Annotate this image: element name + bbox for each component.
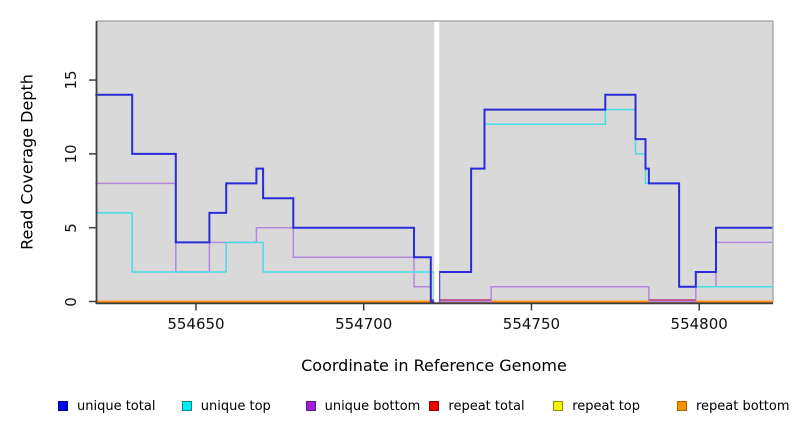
y-tick-label: 15 — [62, 70, 80, 90]
legend-swatch-unique-bottom — [305, 401, 316, 411]
legend: unique total unique top unique bottom repea… — [0, 398, 792, 418]
series-line-unique-total — [95, 93, 773, 303]
legend-swatch-repeat-bottom — [677, 401, 687, 411]
legend-label: repeat top — [572, 398, 640, 414]
x-tick-label: 554750 — [502, 315, 561, 333]
legend-swatch-repeat-total — [429, 401, 440, 411]
legend-label: unique total — [77, 398, 156, 414]
x-tick-label: 554650 — [167, 315, 225, 333]
legend-item-unique-total: unique total — [58, 398, 155, 414]
legend-label: repeat total — [448, 398, 525, 414]
legend-item-unique-bottom: unique bottom — [305, 398, 421, 414]
legend-item-repeat-total: repeat total — [429, 398, 525, 414]
y-tick-label: 10 — [62, 144, 80, 164]
x-axis-title: Coordinate in Reference Genome — [301, 356, 567, 375]
legend-item-unique-top: unique top — [181, 398, 271, 414]
legend-label: repeat bottom — [696, 398, 790, 414]
x-tick-label: 554700 — [335, 315, 393, 333]
legend-swatch-repeat-top — [553, 401, 564, 411]
y-tick-label: 5 — [62, 222, 80, 233]
legend-swatch-unique-total — [58, 401, 68, 411]
legend-label: unique bottom — [324, 398, 421, 414]
legend-item-repeat-bottom: repeat bottom — [677, 398, 790, 414]
no-data-gap-band — [434, 21, 440, 303]
y-axis-title: Read Coverage Depth — [17, 74, 37, 250]
legend-item-repeat-top: repeat top — [553, 398, 640, 414]
x-tick-label: 554800 — [670, 315, 728, 333]
legend-label: unique top — [200, 398, 271, 414]
legend-swatch-unique-top — [181, 401, 192, 411]
y-tick-label: 0 — [62, 296, 80, 307]
series-line-unique-bottom — [95, 182, 773, 303]
